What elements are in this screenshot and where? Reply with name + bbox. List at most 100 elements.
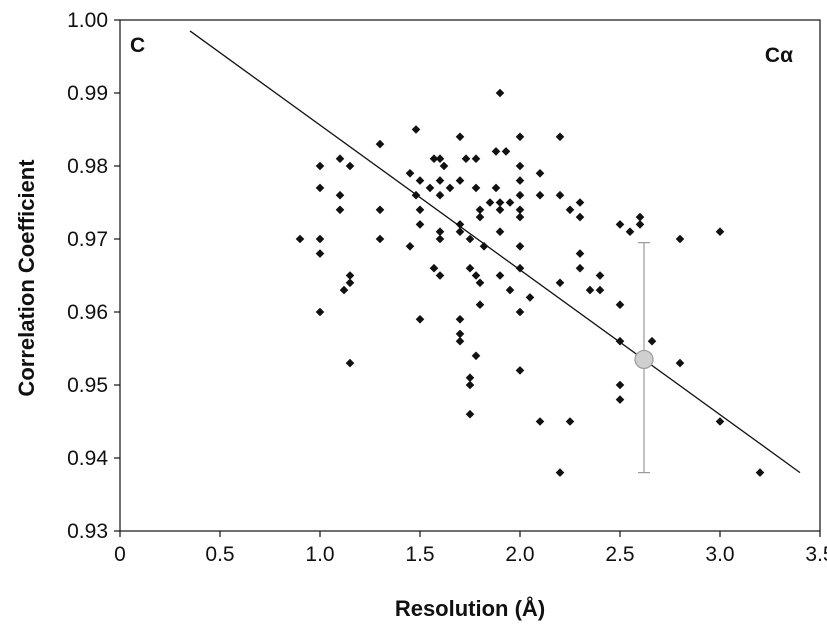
data-point <box>465 373 475 382</box>
data-point <box>575 249 585 258</box>
data-point <box>435 271 445 280</box>
data-point <box>495 205 505 215</box>
y-axis: 0.93 0.94 0.95 0.96 0.97 0.98 0.99 1.00 <box>67 9 120 543</box>
x-axis-title: Resolution (Å) <box>395 595 545 621</box>
x-tick-label: 2.5 <box>605 543 634 566</box>
data-point <box>555 132 565 142</box>
data-point <box>615 336 625 346</box>
data-point <box>455 329 465 339</box>
data-point <box>455 176 465 185</box>
data-point <box>345 358 355 368</box>
data-point <box>505 198 515 207</box>
data-point <box>315 183 325 193</box>
y-tick-label: 0.93 <box>67 520 108 543</box>
data-point <box>435 176 445 185</box>
data-point <box>435 234 445 244</box>
data-point <box>715 227 725 236</box>
data-point <box>335 190 345 200</box>
data-point <box>295 234 305 244</box>
x-axis: 0 0.5 1.0 1.5 2.0 2.5 3.0 3.5 <box>114 531 827 566</box>
y-axis-title: Correlation Coefficient <box>14 159 39 397</box>
data-point <box>585 285 595 295</box>
data-point <box>425 183 435 193</box>
x-tick-label: 3.5 <box>805 543 827 566</box>
data-point <box>455 336 465 346</box>
data-point <box>525 293 535 302</box>
data-point <box>575 198 585 207</box>
data-point <box>515 205 525 215</box>
data-points <box>295 88 765 477</box>
mean-marker-group <box>634 242 654 474</box>
data-point <box>515 190 525 200</box>
x-tick-label: 1.0 <box>305 543 334 566</box>
data-point <box>595 271 605 280</box>
data-point <box>315 234 325 244</box>
y-tick-label: 0.95 <box>67 374 108 397</box>
data-point <box>515 242 525 251</box>
data-point <box>635 220 645 229</box>
data-point <box>575 263 585 273</box>
panel-label: C <box>130 34 145 57</box>
data-point <box>635 212 645 222</box>
y-tick-label: 0.97 <box>67 228 108 251</box>
plot-frame <box>119 19 821 532</box>
data-point <box>439 161 449 171</box>
data-point <box>495 88 505 98</box>
data-point <box>555 468 565 477</box>
x-tick-label: 0.5 <box>205 543 234 566</box>
data-point <box>615 395 625 404</box>
data-point <box>455 220 465 229</box>
data-point <box>515 307 525 317</box>
data-point <box>505 285 515 295</box>
data-point <box>647 336 657 346</box>
data-point <box>555 190 565 200</box>
x-tick-label: 0 <box>114 543 126 566</box>
data-point <box>345 278 355 288</box>
data-point <box>415 205 425 215</box>
data-point <box>755 468 765 477</box>
data-point <box>515 212 525 222</box>
y-tick-label: 0.94 <box>67 447 108 470</box>
data-point <box>501 147 511 156</box>
data-point <box>465 380 475 390</box>
data-point <box>555 278 565 288</box>
data-point <box>491 183 501 193</box>
data-point <box>595 285 605 295</box>
data-point <box>375 205 385 215</box>
data-point <box>565 417 575 426</box>
data-point <box>411 190 421 200</box>
data-point <box>315 307 325 317</box>
data-point <box>465 263 475 273</box>
data-point <box>415 315 425 324</box>
data-point <box>471 271 481 280</box>
data-point <box>515 263 525 273</box>
x-tick-label: 1.5 <box>405 543 434 566</box>
data-point <box>415 220 425 229</box>
data-point <box>495 227 505 236</box>
data-point <box>335 205 345 215</box>
data-point <box>615 300 625 309</box>
regression-line-group <box>189 30 801 474</box>
data-point <box>515 176 525 185</box>
data-point <box>461 154 471 163</box>
data-point <box>625 227 635 236</box>
y-tick-label: 0.96 <box>67 301 108 324</box>
data-point <box>429 263 439 273</box>
data-point <box>565 205 575 215</box>
data-point <box>435 227 445 236</box>
mean-marker <box>634 349 654 370</box>
data-point <box>495 271 505 280</box>
x-tick-label: 3.0 <box>705 543 734 566</box>
data-point <box>375 139 385 149</box>
data-point <box>615 380 625 390</box>
data-point <box>415 176 425 185</box>
data-point <box>515 132 525 142</box>
data-point <box>335 154 345 163</box>
data-point <box>471 154 481 163</box>
data-point <box>495 198 505 207</box>
data-point <box>491 147 501 156</box>
data-point <box>465 409 475 419</box>
data-point <box>675 358 685 368</box>
data-point <box>471 351 481 361</box>
